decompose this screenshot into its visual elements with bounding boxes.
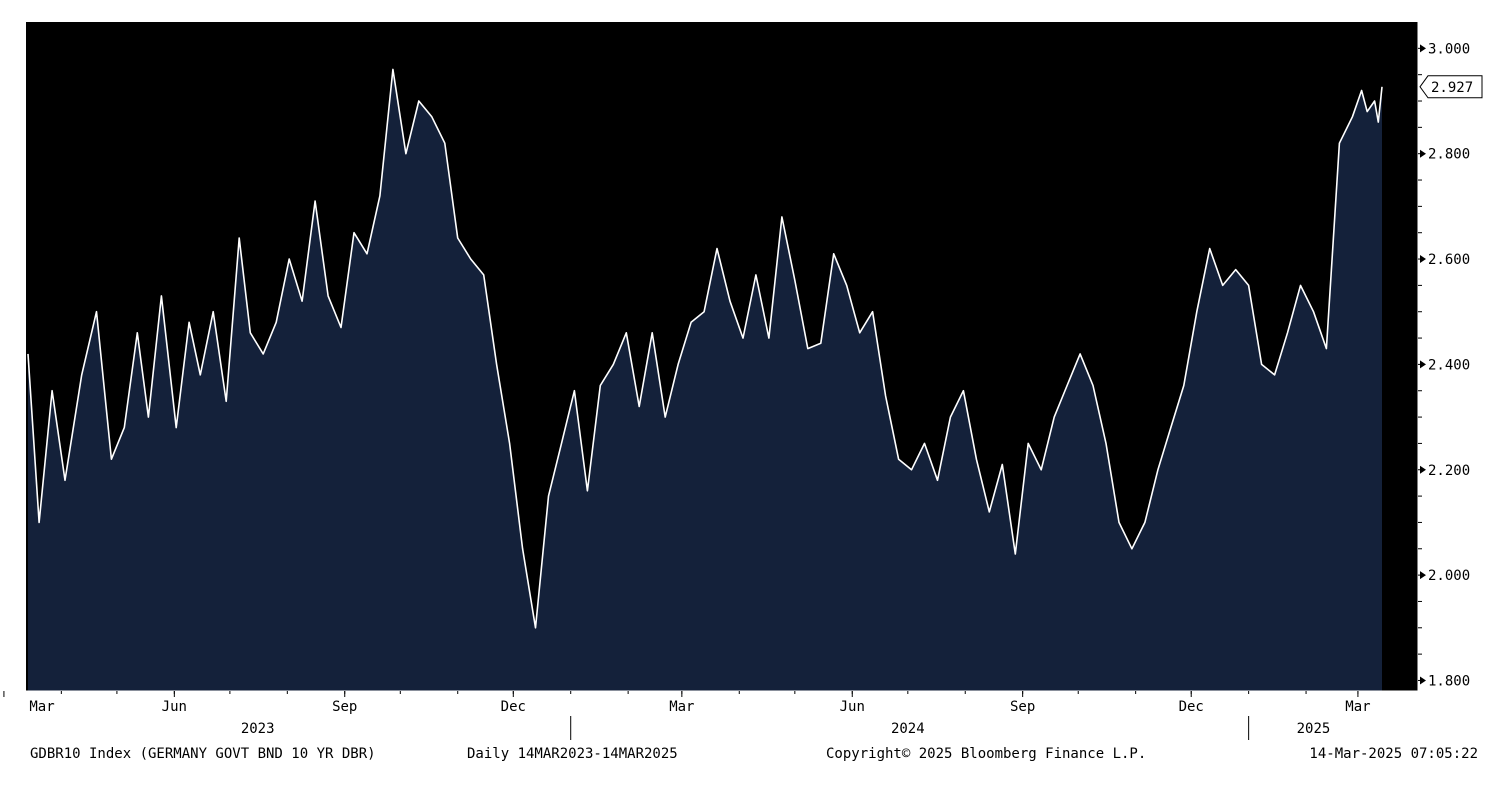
x-month-label: Sep bbox=[332, 699, 357, 715]
x-month-label: Mar bbox=[669, 699, 694, 715]
y-tick-label: 2.000 bbox=[1428, 568, 1470, 584]
x-month-label: Sep bbox=[1010, 699, 1035, 715]
series-line bbox=[27, 68, 1383, 629]
y-tick-label: 2.400 bbox=[1428, 357, 1470, 373]
y-tick-marker bbox=[1420, 571, 1426, 580]
y-tick-label: 2.800 bbox=[1428, 147, 1470, 163]
y-tick-label: 2.200 bbox=[1428, 463, 1470, 479]
x-month-label: Mar bbox=[1345, 699, 1370, 715]
y-tick-marker bbox=[1420, 44, 1426, 53]
footer-period: Daily 14MAR2023-14MAR2025 bbox=[467, 746, 678, 762]
footer-index-name: GDBR10 Index (GERMANY GOVT BND 10 YR DBR… bbox=[30, 746, 376, 762]
x-month-label: Dec bbox=[1179, 699, 1204, 715]
footer-timestamp: 14-Mar-2025 07:05:22 bbox=[1309, 746, 1478, 762]
y-tick-marker bbox=[1420, 676, 1426, 685]
y-tick-marker bbox=[1420, 149, 1426, 158]
x-year-label: 2024 bbox=[891, 721, 925, 737]
y-tick-label: 2.600 bbox=[1428, 252, 1470, 268]
x-month-label: Dec bbox=[501, 699, 526, 715]
x-month-label: Jun bbox=[840, 699, 865, 715]
y-tick-marker bbox=[1420, 360, 1426, 369]
y-tick-marker bbox=[1420, 465, 1426, 474]
y-tick-label: 1.800 bbox=[1428, 673, 1470, 689]
y-tick-label: 3.000 bbox=[1428, 41, 1470, 57]
last-value-label: 2.927 bbox=[1431, 80, 1473, 96]
x-year-label: 2025 bbox=[1297, 721, 1331, 737]
last-value-badge bbox=[1419, 75, 1483, 99]
x-month-label: Mar bbox=[29, 699, 54, 715]
series-area bbox=[28, 69, 1382, 691]
y-tick-marker bbox=[1420, 255, 1426, 264]
x-year-label: 2023 bbox=[241, 721, 275, 737]
footer-copyright: Copyright© 2025 Bloomberg Finance L.P. bbox=[826, 746, 1146, 762]
x-month-label: Jun bbox=[162, 699, 187, 715]
